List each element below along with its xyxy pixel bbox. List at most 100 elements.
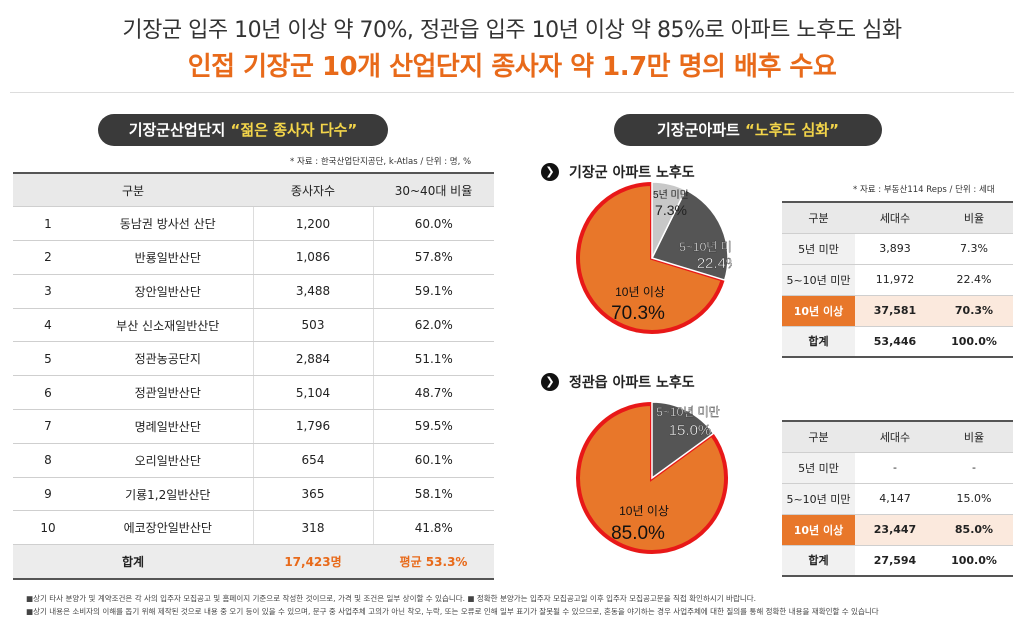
worker-count: 1,796 <box>253 409 374 444</box>
worker-count: 3,488 <box>253 274 374 309</box>
ratio: 100.0% <box>935 326 1013 358</box>
complex-name: 동남권 방사선 산단 <box>83 206 254 242</box>
age-ratio: 51.1% <box>373 341 494 377</box>
row-number: 5 <box>13 341 83 377</box>
table-row: 3 장안일반산단 3,488 59.1% <box>13 274 494 309</box>
complex-name: 정관일반산단 <box>83 375 254 411</box>
ratio: 85.0% <box>935 514 1013 546</box>
ratio: 22.4% <box>935 264 1013 296</box>
complex-name: 부산 신소재일반산단 <box>83 308 254 343</box>
row-label: 합계 <box>782 545 855 577</box>
table-row: 5 정관농공단지 2,884 51.1% <box>13 341 494 377</box>
industrial-complex-pill: 기장군산업단지 “젊은 종사자 다수” <box>98 114 388 146</box>
table-header-row: 구분 세대수 비율 <box>782 201 1013 234</box>
ratio: 70.3% <box>935 295 1013 327</box>
household-count: 23,447 <box>855 514 935 546</box>
source-note: * 자료 : 한국산업단지공단, k-Atlas / 단위 : 명, % <box>290 157 472 167</box>
complex-name: 명례일반산단 <box>83 409 254 444</box>
pill-highlight: “노후도 심화” <box>745 121 839 139</box>
pie-value-10plus: 85.0% <box>611 523 665 544</box>
ratio: 7.3% <box>935 233 1013 265</box>
household-count: - <box>855 452 935 484</box>
row-label: 5년 미만 <box>782 233 855 265</box>
worker-count: 2,884 <box>253 341 374 377</box>
pie-label-under5: 5년 미만 <box>653 189 689 201</box>
pie-slice-5to10 <box>650 188 729 282</box>
ratio: - <box>935 452 1013 484</box>
age-ratio: 59.1% <box>373 274 494 309</box>
jeonggwan-apartment-heading: ❯ 정관읍 아파트 노후도 <box>541 372 695 392</box>
table-header-row: 구분 종사자수 30~40대 비율 <box>13 172 494 208</box>
household-count: 53,446 <box>855 326 935 358</box>
row-number: 1 <box>13 206 83 242</box>
disclaimer-note: ■상기 타사 분양가 및 계약조건은 각 사의 입주자 모집공고 및 홈페이지 … <box>26 594 757 603</box>
header-divider <box>10 92 1014 93</box>
row-number: 7 <box>13 409 83 444</box>
household-count: 27,594 <box>855 545 935 577</box>
complex-name: 기룡1,2일반산단 <box>83 477 254 512</box>
pie-label-10plus: 10년 이상 <box>619 504 669 518</box>
row-label: 5~10년 미만 <box>782 483 855 515</box>
row-label: 5년 미만 <box>782 452 855 484</box>
row-number: 3 <box>13 274 83 309</box>
age-ratio: 60.0% <box>373 206 494 242</box>
average-ratio: 평균 53.3% <box>373 544 494 580</box>
pie-value-5to10: 22.4% <box>697 255 732 272</box>
worker-count: 1,200 <box>253 206 374 242</box>
table-row: 1 동남권 방사선 산단 1,200 60.0% <box>13 206 494 242</box>
household-count: 4,147 <box>855 483 935 515</box>
total-row: 합계 17,423명 평균 53.3% <box>13 544 494 580</box>
gijang-apartment-heading: ❯ 기장군 아파트 노후도 <box>541 162 695 182</box>
highlighted-row: 10년 이상 23,447 85.0% <box>782 514 1013 546</box>
pill-label: 기장군아파트 <box>657 121 746 139</box>
col-header: 세대수 <box>855 201 935 234</box>
col-header: 종사자수 <box>253 172 373 208</box>
worker-count: 365 <box>253 477 374 512</box>
pie-label-10plus: 10년 이상 <box>615 285 665 299</box>
pie-value-under5: 7.3% <box>655 202 687 218</box>
row-number: 9 <box>13 477 83 512</box>
complex-name: 정관농공단지 <box>83 341 254 377</box>
total-row: 합계 27,594 100.0% <box>782 545 1013 577</box>
col-header: 30~40대 비율 <box>373 172 494 208</box>
section-title: 기장군 아파트 노후도 <box>569 165 695 181</box>
col-header: 구분 <box>13 172 253 208</box>
age-ratio: 59.5% <box>373 409 494 444</box>
jeonggwan-aging-table: 구분 세대수 비율 5년 미만 - - 5~10년 미만 4,147 15.0% 10년… <box>782 420 1013 577</box>
table-row: 6 정관일반산단 5,104 48.7% <box>13 375 494 411</box>
pill-label: 기장군산업단지 <box>128 121 231 139</box>
row-number: 10 <box>13 510 83 546</box>
household-count: 37,581 <box>855 295 935 327</box>
worker-count: 654 <box>253 443 374 478</box>
pie-label-5to10: 5~10년 미만 <box>679 240 732 254</box>
pie-value-10plus: 70.3% <box>611 303 665 324</box>
source-note: * 자료 : 부동산114 Reps / 단위 : 세대 <box>853 185 995 195</box>
table-row: 7 명례일반산단 1,796 59.5% <box>13 409 494 444</box>
gijang-aging-table: 구분 세대수 비율 5년 미만 3,893 7.3% 5~10년 미만 11,972 2… <box>782 201 1013 358</box>
household-count: 11,972 <box>855 264 935 296</box>
worker-count: 1,086 <box>253 240 374 275</box>
pill-highlight: “젊은 종사자 다수” <box>230 121 358 139</box>
row-number: 2 <box>13 240 83 275</box>
table-row: 5~10년 미만 4,147 15.0% <box>782 483 1013 515</box>
table-row: 5년 미만 3,893 7.3% <box>782 233 1013 265</box>
row-number: 8 <box>13 443 83 478</box>
pie-slice-under5 <box>651 181 687 259</box>
table-row: 8 오리일반산단 654 60.1% <box>13 443 494 478</box>
col-header: 비율 <box>935 420 1013 453</box>
age-ratio: 57.8% <box>373 240 494 275</box>
pie-slice-10plus <box>576 181 726 334</box>
complex-name: 오리일반산단 <box>83 443 254 478</box>
pie-label-5to10: 5~10년 미만 <box>656 405 719 419</box>
col-header: 구분 <box>782 201 855 234</box>
col-header: 세대수 <box>855 420 935 453</box>
sub-headline: 인접 기장군 10개 산업단지 종사자 약 1.7만 명의 배후 수요 <box>187 52 837 82</box>
apartment-aging-pill: 기장군아파트 “노후도 심화” <box>614 114 882 146</box>
row-number: 4 <box>13 308 83 343</box>
chevron-right-icon: ❯ <box>541 373 559 391</box>
highlighted-row: 10년 이상 37,581 70.3% <box>782 295 1013 327</box>
age-ratio: 60.1% <box>373 443 494 478</box>
row-number: 6 <box>13 375 83 411</box>
pie-slice-5to10 <box>651 401 715 480</box>
row-label: 합계 <box>782 326 855 358</box>
